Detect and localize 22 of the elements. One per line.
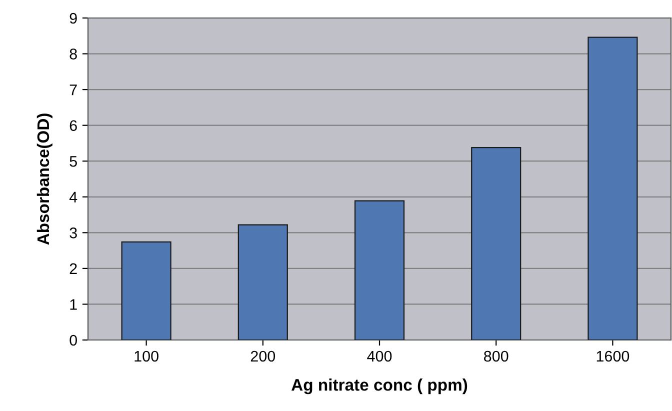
x-tick-label: 1600 bbox=[596, 350, 630, 362]
y-tick-label: 4 bbox=[69, 192, 78, 202]
bar bbox=[121, 241, 172, 340]
x-tick-label: 100 bbox=[134, 350, 158, 362]
x-tick-label: 800 bbox=[484, 350, 508, 362]
bar bbox=[471, 146, 522, 340]
x-tick-label: 200 bbox=[250, 350, 276, 362]
bar bbox=[238, 224, 288, 340]
y-tick-label: 6 bbox=[70, 120, 77, 132]
y-tick-label: 1 bbox=[70, 299, 77, 310]
y-tick-label: 8 bbox=[70, 48, 77, 60]
bar bbox=[588, 36, 638, 340]
y-tick-label: 3 bbox=[70, 228, 77, 238]
y-tick-label: 7 bbox=[70, 84, 77, 96]
y-tick-label: 2 bbox=[70, 263, 77, 274]
x-axis-title: Ag nitrate conc ( ppm) bbox=[291, 378, 468, 394]
x-tick-label: 400 bbox=[367, 350, 392, 362]
y-tick-label: 0 bbox=[70, 334, 77, 346]
y-axis-title: Absorbance(OD) bbox=[36, 114, 52, 245]
y-tick-label: 9 bbox=[70, 12, 77, 24]
y-tick-label: 5 bbox=[70, 156, 77, 167]
bar bbox=[354, 200, 405, 340]
